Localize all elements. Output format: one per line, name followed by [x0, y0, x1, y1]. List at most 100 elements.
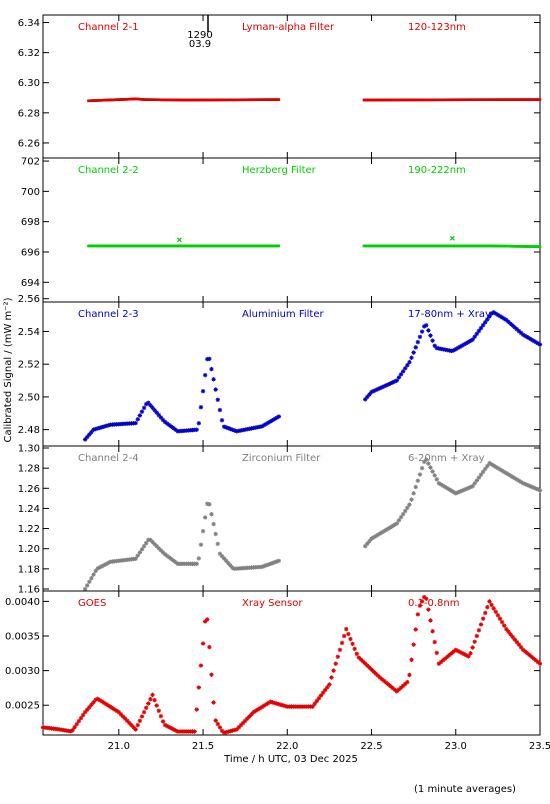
- y-tick-label: 6.30: [18, 78, 40, 89]
- data-point: [196, 556, 202, 561]
- data-point: [405, 679, 410, 685]
- panel-band-label: 6-20nm + Xray: [408, 453, 485, 464]
- data-point: [215, 397, 220, 402]
- data-point: [346, 631, 351, 637]
- y-tick-label: 1.26: [18, 484, 40, 495]
- data-point: [415, 478, 421, 483]
- data-point: [478, 472, 484, 477]
- data-point: [409, 355, 414, 360]
- data-point: [209, 366, 214, 372]
- data-point: [434, 477, 440, 482]
- y-tick-label: 702: [21, 157, 40, 168]
- panel-frame: [42, 445, 541, 592]
- data-point: [207, 502, 212, 507]
- data-point: [141, 405, 147, 411]
- data-point: [139, 547, 145, 552]
- data-point: [537, 488, 543, 493]
- outlier-point: [449, 235, 455, 241]
- data-point: [428, 618, 433, 623]
- data-point: [485, 317, 490, 322]
- data-point: [76, 719, 82, 724]
- data-point: [485, 604, 490, 610]
- data-point: [518, 479, 524, 485]
- data-point: [194, 707, 199, 712]
- data-point: [403, 366, 408, 371]
- data-point: [483, 320, 488, 325]
- data-point: [413, 484, 418, 490]
- data-point: [154, 703, 159, 708]
- data-point: [495, 613, 501, 618]
- data-point: [487, 599, 492, 604]
- data-point: [89, 575, 94, 581]
- data-point: [205, 617, 210, 622]
- data-point: [150, 692, 155, 698]
- data-point: [426, 607, 431, 612]
- data-point: [476, 475, 482, 480]
- data-point: [483, 466, 488, 472]
- panel-filter-label: Aluminium Filter: [242, 309, 325, 320]
- data-point: [485, 463, 490, 469]
- data-point: [419, 465, 425, 471]
- outlier-point: [177, 237, 182, 243]
- x-tick-label: 21.5: [192, 741, 214, 752]
- data-point: [529, 654, 534, 659]
- data-point: [409, 657, 414, 662]
- x-tick-label: 23.0: [445, 741, 467, 752]
- data-point: [424, 323, 429, 328]
- data-point: [327, 682, 332, 687]
- data-point: [487, 314, 492, 319]
- data-point: [160, 719, 166, 724]
- y-tick-label: 0.0040: [5, 597, 40, 608]
- data-point: [497, 616, 503, 621]
- data-point: [365, 663, 370, 668]
- data-point: [430, 338, 435, 343]
- data-point: [413, 627, 418, 632]
- panel-filter-label: Lyman-alpha Filter: [242, 22, 335, 33]
- panel-band-label: 120-123nm: [408, 22, 466, 33]
- data-point: [434, 650, 440, 656]
- data-point: [415, 339, 421, 345]
- data-point: [499, 619, 505, 625]
- data-point: [200, 528, 206, 534]
- data-point: [523, 481, 528, 487]
- data-point: [424, 457, 429, 462]
- data-point: [474, 478, 480, 483]
- data-point: [196, 421, 202, 426]
- panel-frame: [42, 14, 541, 159]
- data-point: [215, 721, 220, 727]
- panel-channel-label: Channel 2-3: [78, 309, 139, 320]
- y-tick-label: 1.18: [18, 564, 40, 575]
- data-point: [472, 334, 477, 339]
- data-point: [472, 481, 477, 486]
- panel-filter-label: Xray Sensor: [242, 598, 303, 609]
- data-point: [365, 394, 370, 400]
- data-point: [501, 623, 507, 628]
- data-point: [394, 521, 399, 526]
- data-point: [468, 651, 473, 656]
- data-point: [137, 413, 143, 418]
- data-point: [215, 541, 220, 547]
- data-point: [91, 572, 96, 577]
- data-point: [209, 511, 214, 517]
- data-point: [428, 333, 433, 338]
- data-point: [133, 420, 138, 426]
- data-point: [405, 505, 410, 511]
- data-point: [211, 521, 216, 527]
- data-point: [424, 596, 429, 601]
- panel-3: 2.48 2.50 2.52 2.54 2.56 Channel 2-3 Aluminium…: [18, 294, 543, 447]
- data-point: [432, 473, 437, 478]
- data-point: [470, 645, 475, 650]
- series-5: [40, 594, 543, 735]
- annotation-line1: 1290: [187, 30, 212, 41]
- data-point: [341, 633, 347, 639]
- data-point: [196, 685, 202, 690]
- data-point: [514, 639, 520, 645]
- data-point: [411, 642, 416, 647]
- data-point: [417, 603, 423, 608]
- data-point: [198, 663, 204, 668]
- data-point: [400, 369, 406, 374]
- data-point: [430, 469, 435, 474]
- data-point: [133, 727, 138, 732]
- data-point: [417, 334, 423, 340]
- data-point: [476, 628, 482, 633]
